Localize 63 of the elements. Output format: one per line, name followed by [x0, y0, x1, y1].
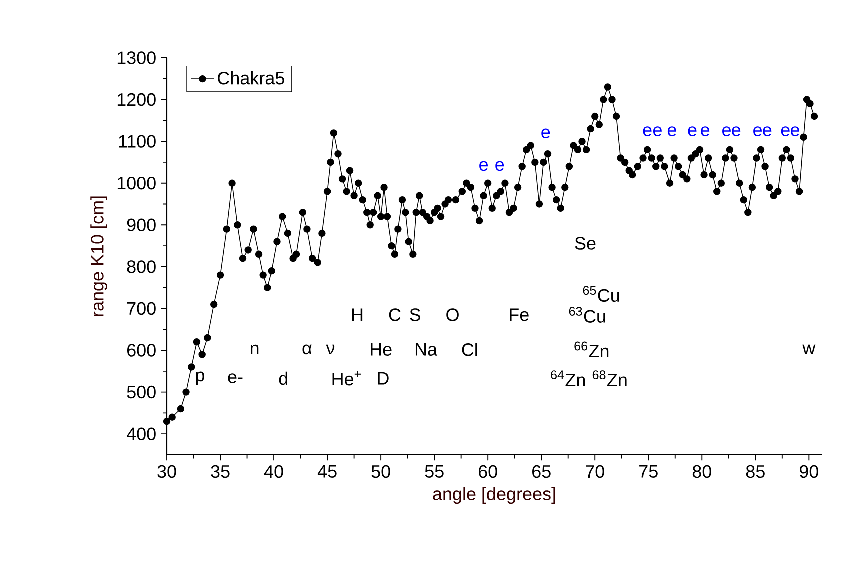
annotation: He$^{+}$ — [332, 371, 362, 386]
annotation: e — [701, 126, 710, 136]
y-axis-title: range K10 [cm] — [90, 196, 108, 316]
x-tick-label: 85 — [746, 465, 765, 478]
annotation: e — [688, 126, 697, 136]
legend-label: Chakra5 — [218, 72, 284, 85]
y-tick-label: 600 — [127, 344, 156, 357]
annotation: $^{64}$Zn — [551, 370, 586, 386]
annotation: e — [542, 128, 550, 139]
annotation: e- — [228, 374, 243, 384]
annotation: ν — [326, 344, 335, 354]
y-tick-label: 1100 — [119, 135, 156, 148]
x-tick-label: 35 — [211, 465, 230, 478]
annotation: $^{63}$Cu — [569, 307, 606, 323]
annotation: He — [371, 343, 392, 356]
x-tick-label: 70 — [586, 465, 604, 478]
x-tick-label: 65 — [532, 465, 551, 478]
annotation: e — [722, 126, 731, 136]
y-tick-label: 900 — [127, 218, 156, 232]
annotation: e — [732, 126, 741, 136]
y-tick-label: 800 — [127, 260, 156, 274]
y-tick-label: 500 — [127, 386, 156, 399]
annotation: Na — [416, 343, 438, 356]
annotation: e — [791, 126, 800, 136]
annotation: Se — [575, 237, 596, 250]
annotation: e — [781, 126, 790, 136]
x-tick-label: 55 — [425, 465, 444, 478]
annotation: e — [480, 161, 488, 172]
y-tick-label: 700 — [127, 302, 156, 316]
annotation: e — [496, 161, 504, 172]
annotation: Cl — [462, 343, 478, 356]
x-tick-label: 40 — [264, 465, 284, 478]
x-tick-label: 60 — [478, 465, 498, 478]
annotation: $^{66}$Zn — [574, 342, 609, 358]
annotation: e — [754, 126, 762, 136]
x-axis-title: angle [degrees] — [433, 487, 556, 504]
x-tick-label: 30 — [158, 465, 176, 478]
x-tick-label: 50 — [372, 465, 390, 478]
annotation: α — [302, 344, 312, 355]
y-tick-label: 400 — [126, 428, 156, 440]
annotation: O — [446, 308, 459, 322]
annotation: w — [802, 344, 816, 354]
annotation: e — [653, 126, 662, 136]
x-tick-label: 75 — [640, 465, 658, 478]
annotation: $^{68}$Zn — [592, 370, 627, 386]
annotation: d — [279, 372, 288, 386]
annotation: n — [250, 344, 259, 355]
annotation: p — [196, 372, 204, 386]
annotation: S — [410, 308, 420, 322]
x-tick-label: 90 — [800, 465, 818, 478]
annotation: C — [389, 308, 401, 322]
y-tick-label: 1200 — [118, 93, 156, 106]
y-tick-label: 1300 — [118, 52, 156, 64]
annotation: $^{65}$Cu — [583, 286, 620, 302]
annotation: e — [763, 126, 772, 136]
x-tick-label: 80 — [692, 465, 712, 478]
annotation: D — [378, 372, 389, 385]
annotation: Fe — [510, 308, 529, 322]
annotation: e — [668, 126, 676, 136]
x-tick-label: 45 — [318, 465, 337, 478]
annotation: H — [352, 308, 363, 322]
annotation: e — [643, 126, 652, 136]
y-tick-label: 1000 — [118, 176, 156, 190]
